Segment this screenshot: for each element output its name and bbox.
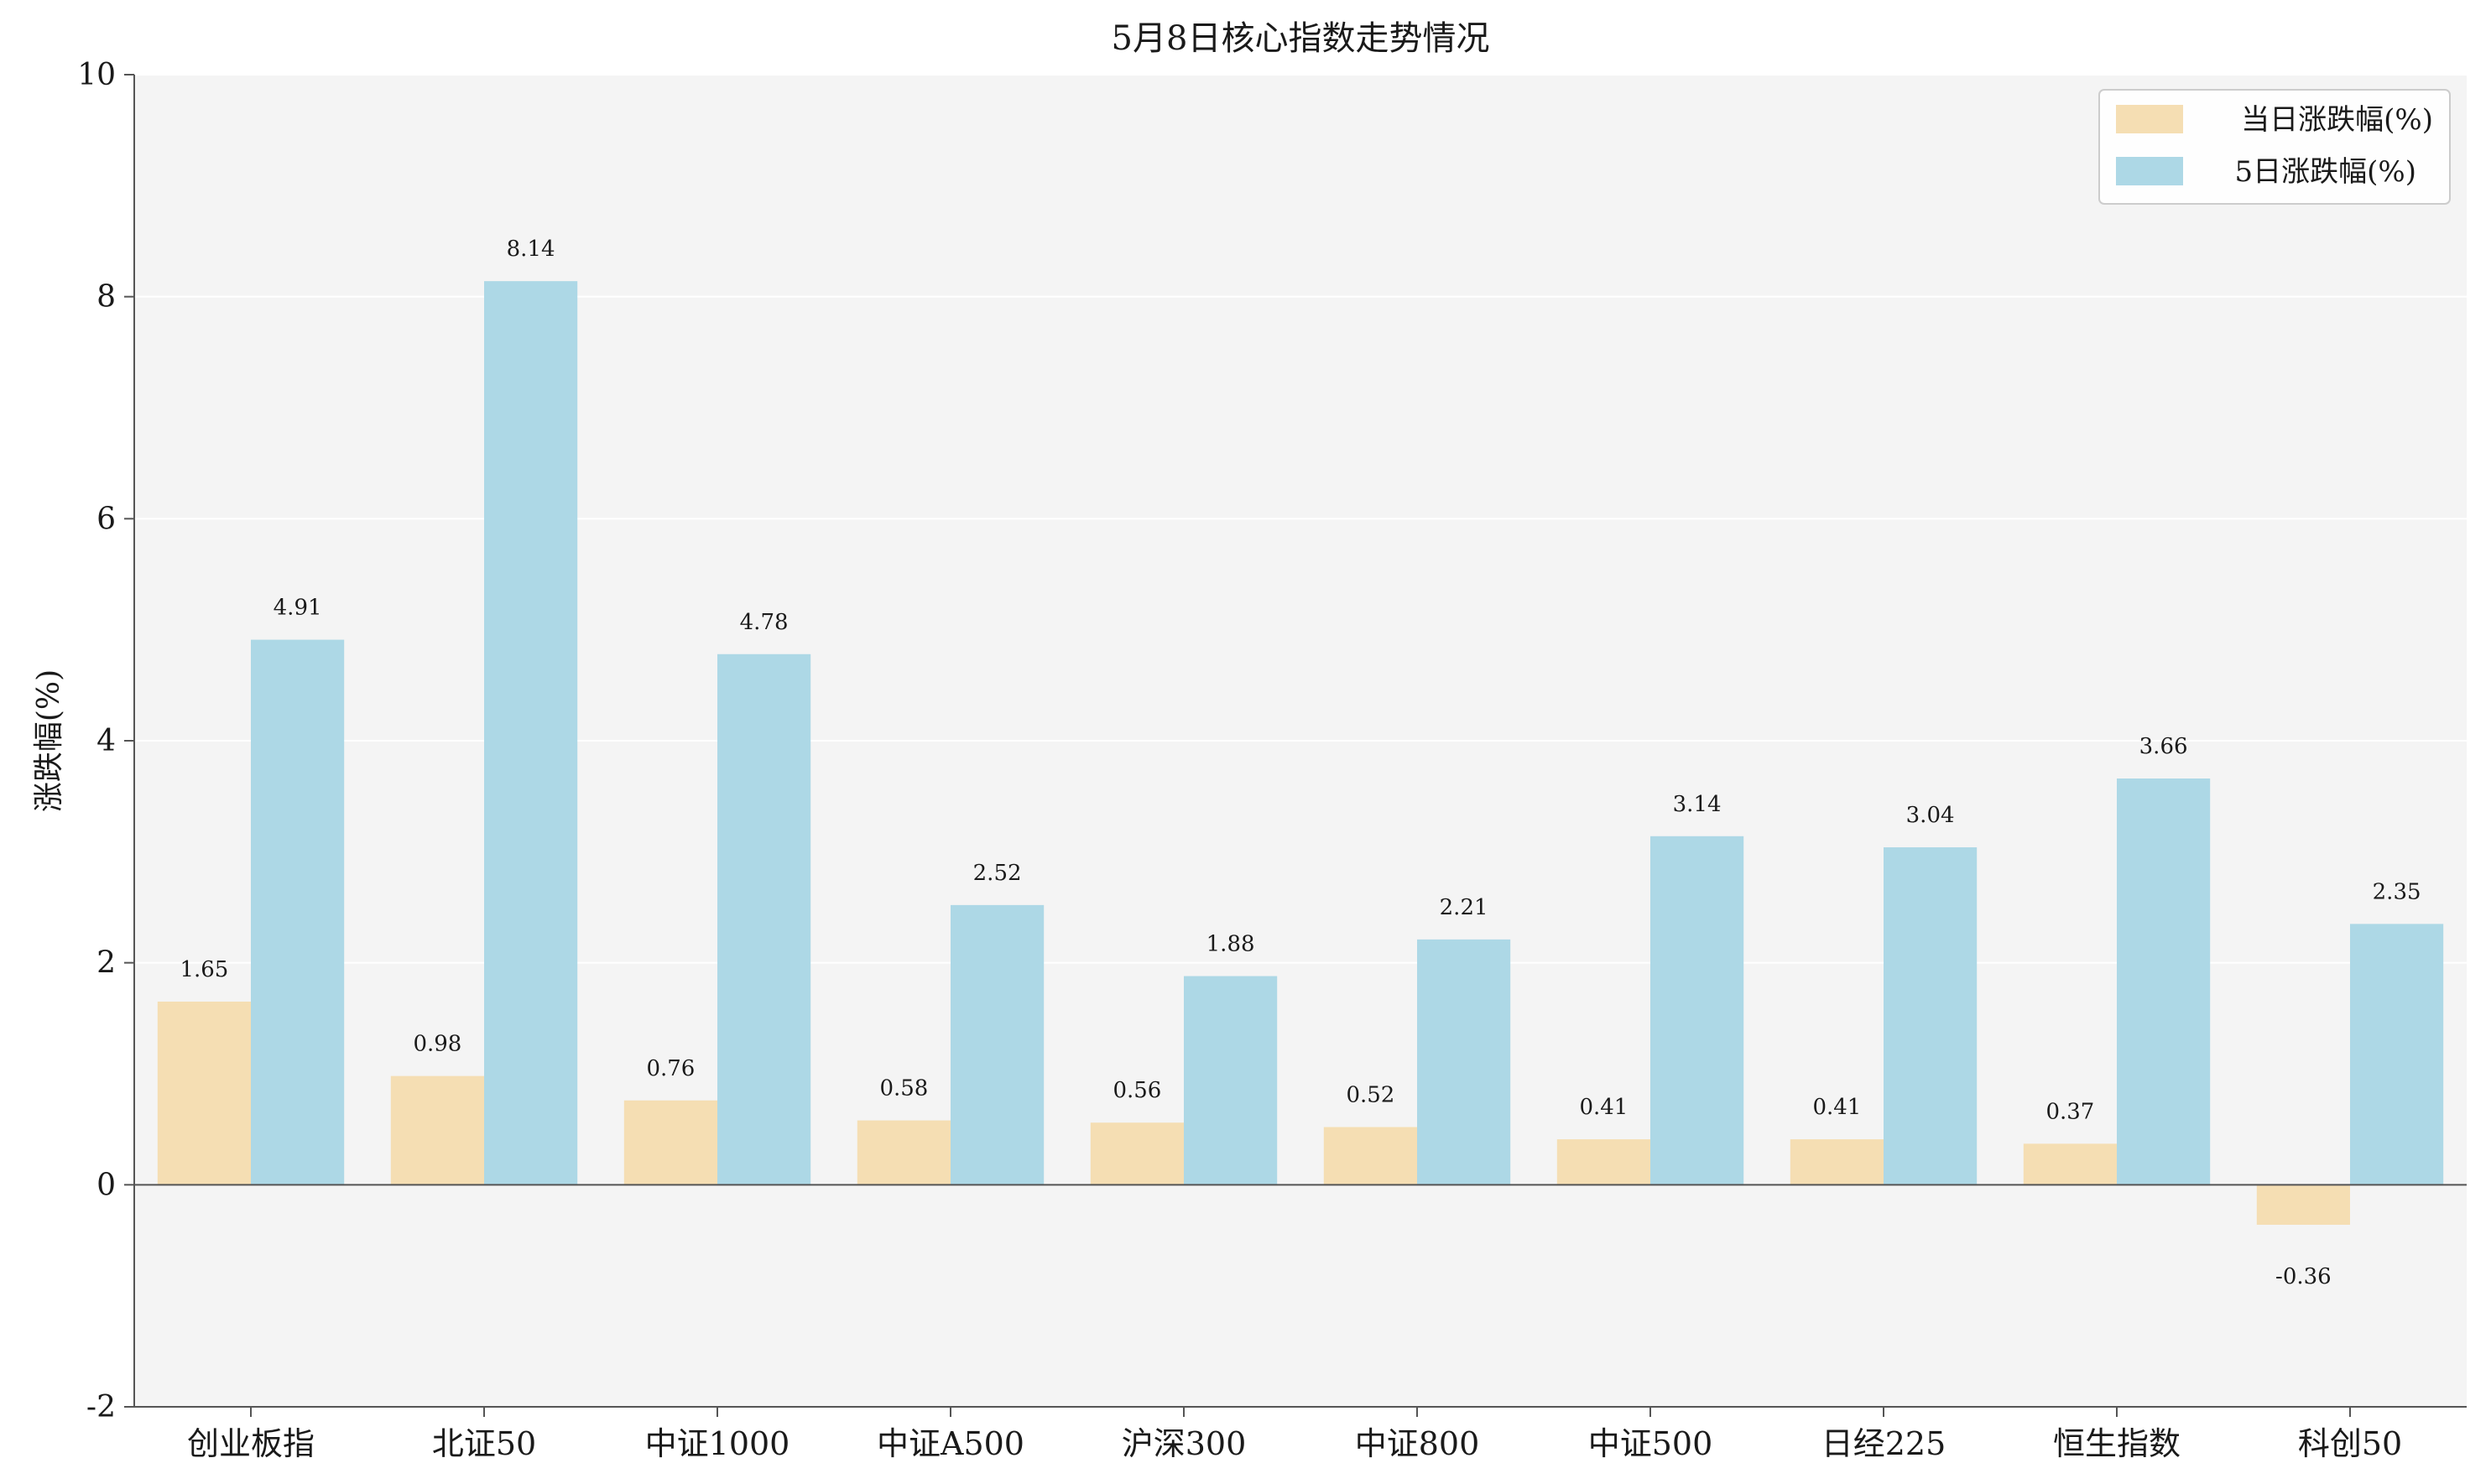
legend-label-daily: 当日涨跌幅(%) [2241,103,2433,137]
data-label-5day: 2.35 [2373,879,2421,904]
data-labels: 1.65 4.91 0.98 8.14 0.76 4.78 0.58 2.52 0.56 1.88… [180,237,2421,1289]
bar-5day [484,281,578,1185]
y-tick-label: 2 [96,946,116,981]
legend-label-5day: 5日涨跌幅(%) [2235,155,2416,189]
y-tick-label: -2 [86,1390,116,1424]
bar-daily [1556,1139,1650,1185]
x-tick-label: 创业板指 [187,1425,315,1462]
data-label-daily: 1.65 [180,957,228,982]
axes [124,74,2467,1417]
bar-5day [951,904,1045,1185]
data-label-daily: -0.36 [2275,1264,2332,1289]
data-label-daily: 0.37 [2045,1099,2094,1124]
x-tick-label: 中证800 [1355,1425,1480,1462]
bar-daily [2256,1185,2350,1225]
data-label-5day: 3.14 [1673,792,1722,817]
y-tick-label: 0 [96,1168,116,1202]
bar-daily [157,1001,251,1185]
bar-5day [1417,939,1511,1185]
bar-daily [1323,1127,1417,1185]
data-label-5day: 4.91 [274,596,322,621]
y-tick-label: 4 [96,724,116,758]
tick-labels: -2 0 2 4 6 8 10 创业板指 北证50 中证1000 中证A500 沪深300 中证800 中… [77,58,2402,1462]
chart-title: 5月8日核心指数走势情况 [1112,19,1490,58]
bars [157,281,2444,1225]
y-tick-label: 10 [77,58,116,92]
data-label-daily: 0.52 [1346,1083,1394,1108]
bar-5day [717,653,811,1185]
data-label-5day: 4.78 [740,610,789,635]
x-tick-label: 中证500 [1588,1425,1713,1462]
legend: 当日涨跌幅(%) 5日涨跌幅(%) [2098,89,2451,205]
data-label-5day: 2.21 [1440,895,1488,920]
data-label-daily: 0.58 [879,1076,928,1101]
bar-daily [1090,1122,1184,1185]
legend-swatch-daily [2116,105,2183,133]
data-label-daily: 0.76 [646,1056,695,1081]
bar-daily [390,1075,484,1185]
y-tick-label: 6 [96,502,116,536]
y-axis-label: 涨跌幅(%) [32,669,66,812]
x-tick-label: 恒生指数 [2053,1425,2181,1462]
x-tick-label: 科创50 [2298,1425,2402,1462]
data-label-daily: 0.98 [413,1032,461,1057]
legend-box [2098,89,2451,205]
data-label-5day: 2.52 [973,861,1022,886]
bar-5day [1650,836,1744,1185]
bar-daily [2023,1143,2117,1185]
bar-daily [623,1100,717,1185]
bar-5day [1184,976,1278,1185]
data-label-daily: 0.56 [1113,1078,1161,1103]
bar-5day [2350,924,2444,1185]
x-tick-label: 北证50 [432,1425,536,1462]
data-label-daily: 0.41 [1579,1095,1628,1120]
legend-swatch-5day [2116,157,2183,185]
x-tick-label: 中证1000 [645,1425,790,1462]
data-label-5day: 1.88 [1206,932,1255,957]
bar-5day [251,639,345,1185]
bar-daily [1790,1139,1884,1185]
bar-daily [857,1120,951,1185]
x-tick-label: 中证A500 [877,1425,1024,1462]
data-label-daily: 0.41 [1812,1095,1861,1120]
data-label-5day: 3.04 [1906,803,1955,828]
data-label-5day: 8.14 [507,237,555,262]
x-tick-label: 沪深300 [1122,1425,1247,1462]
y-tick-label: 8 [96,280,116,315]
bar-5day [2117,778,2211,1185]
x-tick-label: 日经225 [1821,1425,1946,1462]
bar-5day [1884,847,1978,1185]
data-label-5day: 3.66 [2139,734,2188,759]
